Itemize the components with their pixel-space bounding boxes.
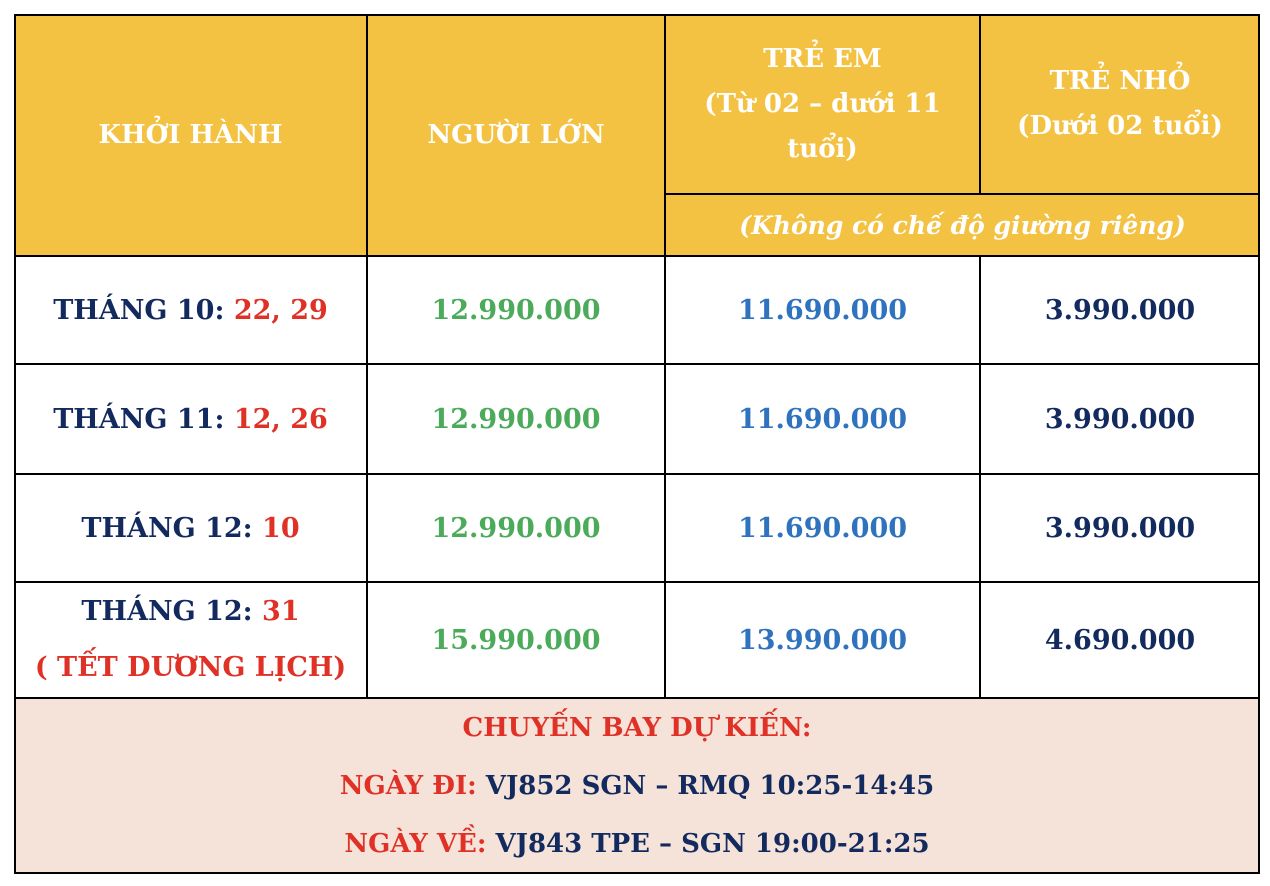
divider-subheader — [664, 193, 1260, 195]
header-child: TRẺ EM (Từ 02 – dưới 11 tuổi) — [665, 14, 980, 194]
border-top — [14, 14, 1260, 16]
divider-row1 — [14, 363, 1260, 365]
header-departure-label: KHỞI HÀNH — [98, 119, 283, 150]
days-label: 12, 26 — [233, 403, 328, 435]
return-value: VJ843 TPE – SGN 19:00-21:25 — [495, 829, 930, 859]
row-2-adult-price: 12.990.000 — [431, 403, 601, 435]
month-label: THÁNG 12: — [81, 512, 263, 544]
month-label: THÁNG 12: — [81, 596, 263, 627]
header-infant: TRẺ NHỎ (Dưới 02 tuổi) — [980, 14, 1260, 194]
row-1-infant-price: 3.990.000 — [1044, 294, 1196, 326]
row-2-departure: THÁNG 11: 12, 26 — [14, 364, 367, 474]
row-4-adult-price: 15.990.000 — [431, 624, 601, 656]
depart-value: VJ852 SGN – RMQ 10:25-14:45 — [485, 771, 935, 801]
border-left — [14, 14, 16, 874]
depart-flight: NGÀY ĐI: VJ852 SGN – RMQ 10:25-14:45 — [340, 757, 934, 815]
row-1-departure: THÁNG 10: 22, 29 — [14, 256, 367, 364]
days-label: 10 — [262, 512, 300, 544]
bed-note-text: (Không có chế độ giường riêng) — [739, 210, 1186, 240]
divider-col2 — [664, 14, 666, 698]
header-adult-label: NGƯỜI LỚN — [427, 119, 605, 150]
row-3-child-price: 11.690.000 — [737, 512, 908, 544]
header-infant-title: TRẺ NHỎ — [1049, 66, 1191, 96]
return-flight: NGÀY VỀ: VJ843 TPE – SGN 19:00-21:25 — [344, 815, 929, 873]
row-1-adult-price: 12.990.000 — [431, 294, 601, 326]
divider-row0 — [14, 255, 1260, 257]
header-child-age: (Từ 02 – dưới 11 — [704, 88, 941, 119]
flight-info-title: CHUYẾN BAY DỰ KIẾN: — [462, 713, 812, 743]
return-label: NGÀY VỀ: — [344, 829, 496, 859]
days-label: 22, 29 — [233, 294, 328, 326]
header-infant-age: (Dưới 02 tuổi) — [1017, 111, 1223, 141]
header-bed-note: (Không có chế độ giường riêng) — [665, 194, 1260, 256]
header-child-age-cont: tuổi) — [787, 133, 858, 164]
holiday-label: ( TẾT DƯƠNG LỊCH) — [34, 652, 347, 683]
divider-row3 — [14, 581, 1260, 583]
row-3-departure: THÁNG 12: 10 — [14, 474, 367, 582]
header-child-title: TRẺ EM — [763, 43, 882, 74]
row-2-infant-price: 3.990.000 — [1044, 403, 1196, 435]
month-label: THÁNG 11: — [53, 403, 234, 435]
header-departure: KHỞI HÀNH — [14, 14, 367, 256]
divider-col3-body — [979, 256, 981, 698]
border-right — [1258, 14, 1260, 874]
row-4-infant-price: 4.690.000 — [1044, 624, 1196, 656]
divider-row2 — [14, 473, 1260, 475]
header-adult: NGƯỜI LỚN — [367, 14, 665, 256]
divider-col3-top — [979, 14, 981, 194]
flight-info: CHUYẾN BAY DỰ KIẾN: NGÀY ĐI: VJ852 SGN –… — [14, 698, 1260, 874]
days-label: 31 — [262, 596, 300, 627]
depart-label: NGÀY ĐI: — [339, 771, 486, 801]
divider-row4 — [14, 697, 1260, 699]
row-4-departure: THÁNG 12: 31 ( TẾT DƯƠNG LỊCH) — [14, 582, 367, 698]
price-table: KHỞI HÀNH NGƯỜI LỚN TRẺ EM (Từ 02 – dưới… — [14, 14, 1260, 874]
row-1-child-price: 11.690.000 — [737, 294, 908, 326]
row-4-child-price: 13.990.000 — [737, 624, 908, 656]
divider-col1 — [366, 14, 368, 698]
row-3-infant-price: 3.990.000 — [1044, 512, 1196, 544]
row-3-adult-price: 12.990.000 — [431, 512, 601, 544]
row-2-child-price: 11.690.000 — [737, 403, 908, 435]
month-label: THÁNG 10: — [53, 294, 234, 326]
border-bottom — [14, 872, 1260, 874]
